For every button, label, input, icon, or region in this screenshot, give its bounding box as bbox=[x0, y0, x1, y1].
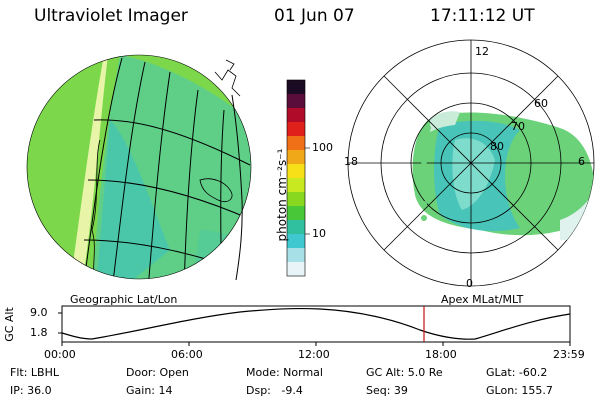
colorbar-segment bbox=[287, 136, 305, 151]
polar-image bbox=[347, 39, 595, 287]
colorbar-segment bbox=[287, 220, 305, 235]
lat-label-70: 70 bbox=[511, 120, 525, 133]
seq-label: Seq: 39 bbox=[366, 384, 408, 397]
glon-label: GLon: 155.7 bbox=[486, 384, 553, 397]
altitude-ytick-1-8: 1.8 bbox=[30, 326, 48, 339]
polar-panel-label: Apex MLat/MLT bbox=[441, 293, 524, 306]
lat-label-80: 80 bbox=[490, 140, 504, 153]
altitude-plot bbox=[58, 305, 571, 346]
colorbar-unit-label: photon cm⁻²s⁻¹ bbox=[275, 148, 289, 242]
ip-label: IP: 36.0 bbox=[10, 384, 52, 397]
geographic-image bbox=[26, 54, 252, 281]
colorbar-segment bbox=[287, 122, 305, 137]
gc-alt-label: GC Alt: 5.0 Re bbox=[366, 366, 443, 379]
altitude-ytick-9: 9.0 bbox=[30, 306, 48, 319]
date-label: 01 Jun 07 bbox=[274, 6, 355, 26]
colorbar-segment bbox=[287, 178, 305, 193]
door-label: Door: Open bbox=[126, 366, 189, 379]
colorbar-segment bbox=[287, 234, 305, 249]
x-tick-2359: 23:59 bbox=[553, 348, 585, 361]
colorbar-segment bbox=[287, 192, 305, 207]
colorbar-segment bbox=[287, 164, 305, 179]
x-tick-0000: 00:00 bbox=[44, 348, 76, 361]
colorbar-tick-10: 10 bbox=[312, 227, 326, 240]
mlt-label-0: 0 bbox=[466, 277, 473, 290]
time-label: 17:11:12 UT bbox=[430, 6, 535, 26]
colorbar-segment bbox=[287, 108, 305, 123]
colorbar-tick-100: 100 bbox=[312, 141, 333, 154]
dsp-label: Dsp: -9.4 bbox=[246, 384, 303, 397]
colorbar-segment bbox=[287, 248, 305, 263]
gain-label: Gain: 14 bbox=[126, 384, 173, 397]
lat-label-60: 60 bbox=[534, 97, 548, 110]
filter-label: Flt: LBHL bbox=[10, 366, 59, 379]
glat-label: GLat: -60.2 bbox=[486, 366, 548, 379]
mlt-label-12: 12 bbox=[475, 45, 489, 58]
colorbar bbox=[286, 79, 310, 277]
colorbar-segment bbox=[287, 262, 305, 277]
mlt-label-18: 18 bbox=[344, 155, 358, 168]
instrument-title: Ultraviolet Imager bbox=[34, 6, 188, 26]
x-tick-1800: 18:00 bbox=[425, 348, 457, 361]
mode-label: Mode: Normal bbox=[246, 366, 323, 379]
colorbar-segment bbox=[287, 94, 305, 109]
altitude-y-label: GC Alt bbox=[2, 307, 16, 342]
x-tick-1200: 12:00 bbox=[298, 348, 330, 361]
mlt-label-6: 6 bbox=[578, 155, 585, 168]
geographic-panel-label: Geographic Lat/Lon bbox=[70, 293, 178, 306]
colorbar-segment bbox=[287, 80, 305, 95]
colorbar-segment bbox=[287, 206, 305, 221]
x-tick-0600: 06:00 bbox=[171, 348, 203, 361]
colorbar-segment bbox=[287, 150, 305, 165]
